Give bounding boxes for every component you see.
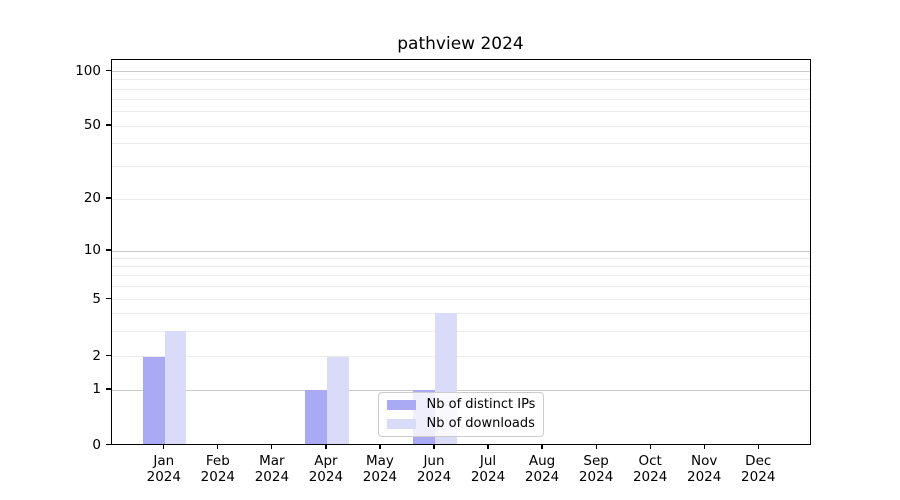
x-tick-label: Apr 2024 <box>308 452 344 486</box>
gridline-major <box>111 389 810 391</box>
gridline-minor <box>111 257 810 259</box>
gridline-major <box>111 250 810 252</box>
gridline-minor <box>111 79 810 81</box>
gridline-minor <box>111 356 810 357</box>
x-tick-label: Dec 2024 <box>741 452 776 486</box>
bar-downloads-apr <box>326 356 349 445</box>
x-tick-mark <box>649 444 651 449</box>
x-tick-label: May 2024 <box>362 452 398 486</box>
y-tick-label: 10 <box>83 242 101 258</box>
x-tick-mark <box>217 444 219 449</box>
legend-label-downloads: Nb of downloads <box>426 416 535 432</box>
y-tick-mark <box>106 388 111 390</box>
y-tick-label: 20 <box>83 190 101 206</box>
y-tick-label: 1 <box>92 381 101 397</box>
x-tick-label: Jan 2024 <box>146 452 181 486</box>
plot-area <box>110 59 811 445</box>
x-tick-mark <box>271 444 273 449</box>
legend-item-downloads: Nb of downloads <box>387 416 535 432</box>
x-tick-label: Feb 2024 <box>200 452 235 486</box>
gridline-minor <box>111 88 810 90</box>
y-tick-label: 50 <box>83 117 101 133</box>
bar-distinct-ips-apr <box>305 390 327 445</box>
x-tick-mark <box>325 444 327 449</box>
chart-title: pathview 2024 <box>397 34 524 54</box>
gridline-minor <box>111 299 810 300</box>
gridline-minor <box>111 166 810 168</box>
x-tick-label: Jun 2024 <box>416 452 452 486</box>
y-tick-label: 2 <box>92 347 101 364</box>
gridline-minor <box>111 111 810 113</box>
gridline-minor <box>111 286 810 288</box>
legend: Nb of distinct IPs Nb of downloads <box>378 391 544 437</box>
y-tick-mark <box>106 297 111 300</box>
gridline-minor <box>111 99 810 101</box>
legend-item-distinct-ips: Nb of distinct IPs <box>387 397 535 413</box>
y-tick-mark <box>106 443 111 446</box>
x-tick-mark <box>487 444 489 449</box>
x-tick-mark <box>163 444 165 449</box>
gridline-minor <box>111 312 810 314</box>
gridline-minor <box>111 143 810 145</box>
y-tick-mark <box>106 124 111 126</box>
x-tick-mark <box>703 444 705 449</box>
x-tick-mark <box>757 444 759 449</box>
distinct-ips-swatch-icon <box>387 399 416 410</box>
bar-distinct-ips-jan <box>143 356 165 445</box>
y-tick-mark <box>106 197 111 199</box>
gridline-minor <box>111 125 810 127</box>
gridline-minor <box>111 198 810 200</box>
x-tick-mark <box>541 444 543 449</box>
y-tick-label: 0 <box>92 436 101 453</box>
y-tick-label: 100 <box>75 62 101 79</box>
x-tick-mark <box>379 444 381 449</box>
bar-downloads-jan <box>164 331 187 445</box>
gridline-minor <box>111 266 810 268</box>
x-tick-mark <box>433 444 435 449</box>
gridline-minor <box>111 330 810 332</box>
x-tick-label: Nov 2024 <box>687 452 722 486</box>
gridline-major <box>111 71 810 72</box>
y-tick-label: 5 <box>92 290 101 307</box>
x-tick-label: Jul 2024 <box>470 452 506 486</box>
x-tick-mark <box>595 444 597 449</box>
x-tick-label: Mar 2024 <box>254 452 290 486</box>
x-tick-label: Oct 2024 <box>632 452 668 486</box>
y-tick-mark <box>106 69 111 72</box>
x-tick-label: Sep 2024 <box>578 452 614 486</box>
y-tick-mark <box>106 354 111 357</box>
downloads-swatch-icon <box>387 418 416 429</box>
y-tick-mark <box>106 249 111 251</box>
legend-label-distinct-ips: Nb of distinct IPs <box>426 397 536 413</box>
gridline-minor <box>111 275 810 277</box>
x-tick-label: Aug 2024 <box>524 452 560 486</box>
